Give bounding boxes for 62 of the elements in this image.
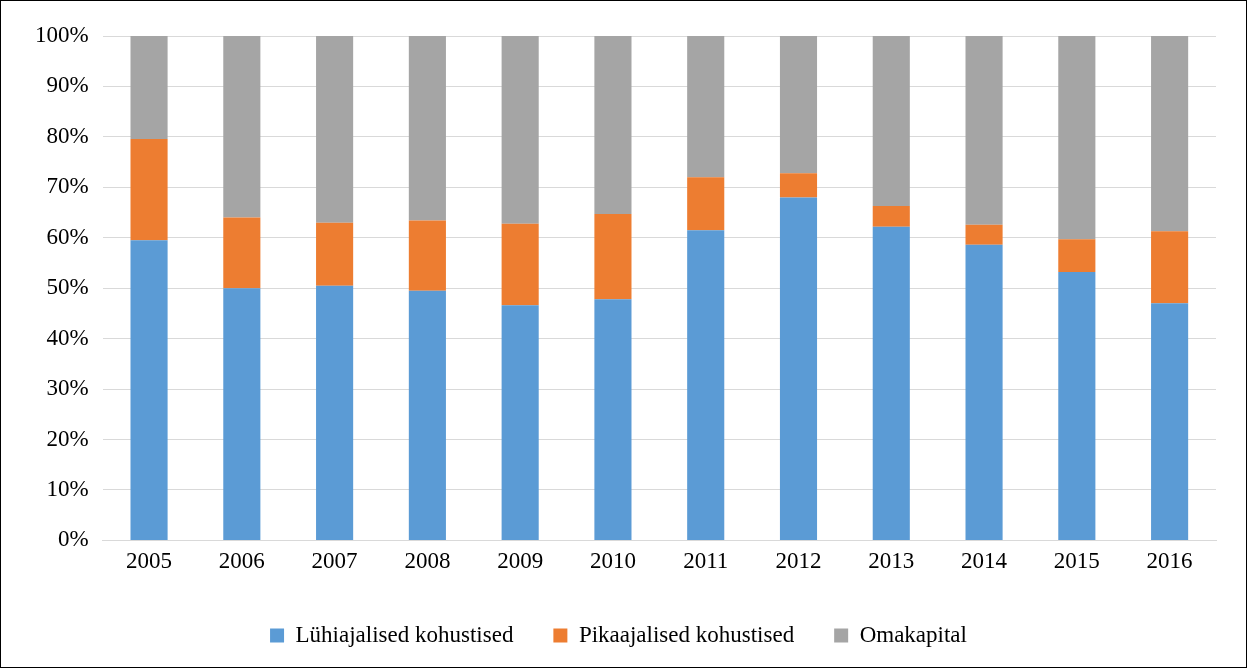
bar	[779, 197, 818, 540]
bar	[965, 36, 1003, 225]
bar	[1151, 303, 1189, 540]
y-tick-label: 0%	[57, 526, 89, 552]
bar	[594, 214, 632, 300]
bar	[779, 173, 818, 198]
y-tick-label: 30%	[46, 375, 89, 401]
x-tick-label: 2014	[961, 548, 1008, 574]
bar	[1058, 272, 1096, 540]
bar	[316, 222, 354, 286]
bar	[1151, 36, 1189, 232]
bar	[687, 177, 725, 231]
bar	[594, 299, 632, 540]
bar	[316, 285, 354, 540]
bar	[130, 240, 168, 540]
x-tick-label: 2006	[218, 548, 265, 574]
y-tick-label: 10%	[46, 476, 89, 502]
y-tick-label: 80%	[46, 122, 89, 148]
y-tick-label: 60%	[46, 223, 89, 249]
bar	[965, 244, 1003, 540]
legend-label: Lühiajalised kohustised	[295, 621, 514, 647]
bar	[130, 36, 168, 139]
x-tick-label: 2008	[404, 548, 451, 574]
x-tick-label: 2005	[126, 548, 173, 574]
bar	[223, 217, 261, 289]
x-tick-label: 2015	[1053, 548, 1100, 574]
x-tick-label: 2016	[1146, 548, 1193, 574]
y-tick-label: 100%	[34, 22, 89, 48]
bar	[594, 36, 632, 215]
bar	[1151, 231, 1189, 304]
bar	[316, 36, 354, 223]
bar	[501, 305, 539, 540]
y-tick-label: 20%	[46, 425, 89, 451]
bar	[779, 36, 818, 174]
bar	[687, 230, 725, 540]
bar	[872, 36, 910, 206]
bar	[408, 220, 446, 291]
bar	[872, 205, 910, 227]
bar	[1058, 239, 1096, 273]
bar	[965, 224, 1003, 245]
bar	[501, 36, 539, 224]
x-tick-label: 2009	[497, 548, 544, 574]
x-tick-label: 2007	[311, 548, 358, 574]
bar	[408, 290, 446, 540]
x-tick-label: 2011	[683, 548, 729, 574]
x-tick-label: 2013	[868, 548, 915, 574]
y-tick-label: 50%	[46, 274, 89, 300]
bar	[872, 226, 910, 540]
y-tick-label: 90%	[46, 72, 89, 98]
bar	[687, 36, 725, 178]
x-tick-label: 2010	[589, 548, 636, 574]
bar	[1058, 36, 1096, 240]
legend-label: Omakapital	[859, 621, 967, 647]
bar	[130, 138, 168, 241]
bar	[501, 223, 539, 306]
x-tick-label: 2012	[775, 548, 822, 574]
bar	[223, 36, 261, 218]
y-tick-label: 40%	[46, 324, 89, 350]
bar	[223, 288, 261, 540]
bar	[408, 36, 446, 221]
legend-label: Pikaajalised kohustised	[578, 621, 795, 647]
y-tick-label: 70%	[46, 173, 89, 199]
